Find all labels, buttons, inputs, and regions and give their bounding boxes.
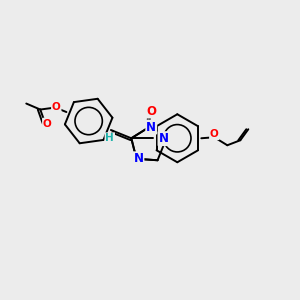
Text: O: O [146,105,156,118]
Text: O: O [52,101,61,112]
Text: O: O [210,129,219,139]
Text: N: N [146,121,156,134]
Text: N: N [158,132,169,145]
Text: O: O [43,118,52,128]
Text: H: H [105,133,114,143]
Text: N: N [134,152,143,165]
Text: S: S [132,155,141,168]
